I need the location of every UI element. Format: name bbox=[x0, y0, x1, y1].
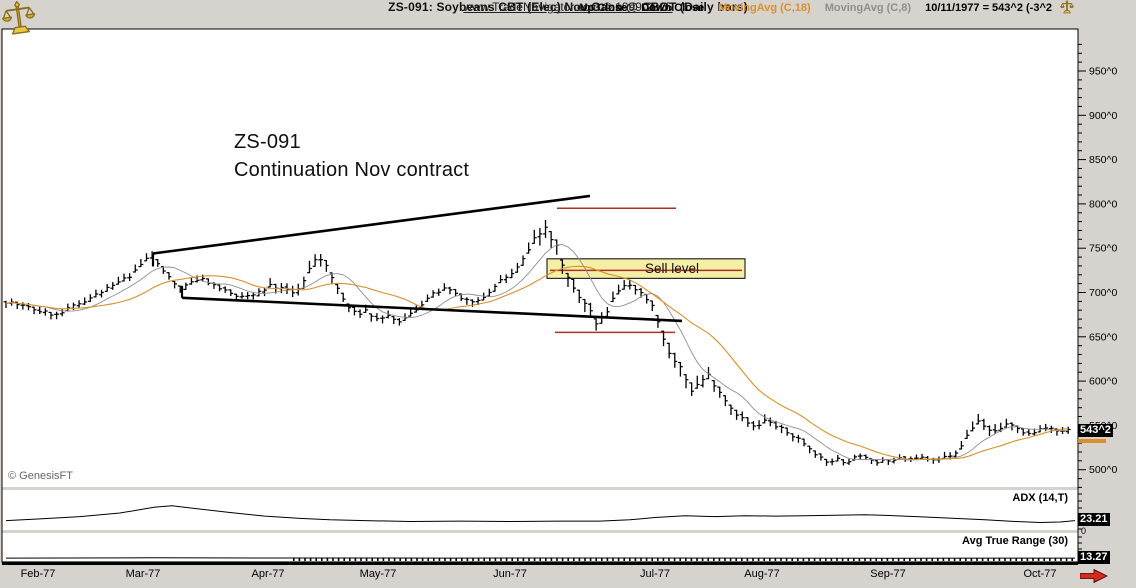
price-axis-label: 950^0 bbox=[1089, 66, 1117, 78]
adx-value-badge: 23.21 bbox=[1078, 513, 1110, 526]
adx-panel-label: ADX (14,T) bbox=[1012, 492, 1068, 504]
date-axis-labels: Feb-77 Mar-77 Apr-77 May-77 Jun-77 Jul-77 Aug-… bbox=[21, 568, 1057, 580]
price-axis-label: 850^0 bbox=[1089, 154, 1117, 166]
annotation-description: Continuation Nov contract bbox=[234, 159, 470, 181]
annotation-symbol: ZS-091 bbox=[234, 131, 301, 153]
atr-value-badge: 13.27 bbox=[1078, 551, 1110, 564]
trendlines bbox=[151, 194, 683, 323]
month-label: Aug-77 bbox=[744, 568, 779, 580]
month-label: May-77 bbox=[360, 568, 397, 580]
sell-zone-box bbox=[546, 258, 746, 279]
adx-axis-zero-label: 0 bbox=[1081, 526, 1086, 536]
price-axis-label: 800^0 bbox=[1089, 198, 1117, 210]
price-axis-label: 500^0 bbox=[1089, 464, 1117, 476]
app-logo-scales-icon[interactable] bbox=[1, 0, 37, 38]
moving-averages bbox=[5, 244, 1069, 461]
month-label: Jul-77 bbox=[640, 568, 670, 580]
chart-title: ZS-091: Soybeans CBT (Elec) Nov Gann @ C… bbox=[388, 0, 748, 14]
atr-panel-label: Avg True Range (30) bbox=[962, 535, 1068, 547]
indicator-lines bbox=[5, 505, 1076, 559]
price-axis-label: 700^0 bbox=[1089, 287, 1117, 299]
legend-movingavg-18[interactable]: MovingAvg (C,18) bbox=[718, 1, 811, 14]
price-axis-label: 650^0 bbox=[1089, 331, 1117, 343]
tradenavigator-link[interactable]: www.TradeNavigator.com © 1999-2025 bbox=[463, 0, 673, 14]
gann-scales-icon bbox=[1060, 0, 1074, 14]
month-label: Mar-77 bbox=[126, 568, 161, 580]
ma-axis-marker bbox=[1078, 439, 1106, 443]
month-label: Apr-77 bbox=[251, 568, 284, 580]
scales-icon bbox=[2, 0, 36, 35]
right-arrow-icon bbox=[1079, 568, 1108, 584]
legend-up-close[interactable]: Up Close bbox=[579, 1, 628, 14]
month-label: Feb-77 bbox=[21, 568, 56, 580]
month-label: Sep-77 bbox=[870, 568, 905, 580]
month-label: Oct-77 bbox=[1023, 568, 1056, 580]
price-axis: 950^0 900^0 850^0 800^0 750^0 700^0 650^0 600^0… bbox=[1078, 43, 1117, 488]
last-price-badge: 543^2 bbox=[1078, 424, 1113, 437]
genesis-copyright: © GenesisFT bbox=[8, 470, 73, 482]
price-bars bbox=[3, 219, 1071, 466]
scroll-right-arrow[interactable] bbox=[1079, 568, 1108, 584]
legend-movingavg-8[interactable]: MovingAvg (C,8) bbox=[824, 1, 912, 14]
month-label: Jun-77 bbox=[493, 568, 527, 580]
sell-level-label[interactable]: Sell level bbox=[645, 261, 700, 276]
subtitle-row: www.TradeNavigator.com © 1999-2025 bbox=[0, 0, 1136, 14]
price-axis-label: 900^0 bbox=[1089, 110, 1117, 122]
panel-borders bbox=[1, 28, 1079, 565]
chart-panels bbox=[2, 29, 1078, 561]
legend-down-close[interactable]: Down Close bbox=[641, 1, 705, 14]
contract-annotation[interactable]: ZS-091 Continuation Nov contract bbox=[234, 128, 469, 184]
legend-gann-date-note: 10/11/1977 = 543^2 (-3^2 bbox=[925, 1, 1052, 14]
legend: Up Close Down Close MovingAvg (C,18) Mov… bbox=[580, 0, 1074, 15]
red-level-lines bbox=[550, 207, 742, 334]
price-axis-label: 600^0 bbox=[1089, 376, 1117, 388]
price-axis-label: 750^0 bbox=[1089, 243, 1117, 255]
